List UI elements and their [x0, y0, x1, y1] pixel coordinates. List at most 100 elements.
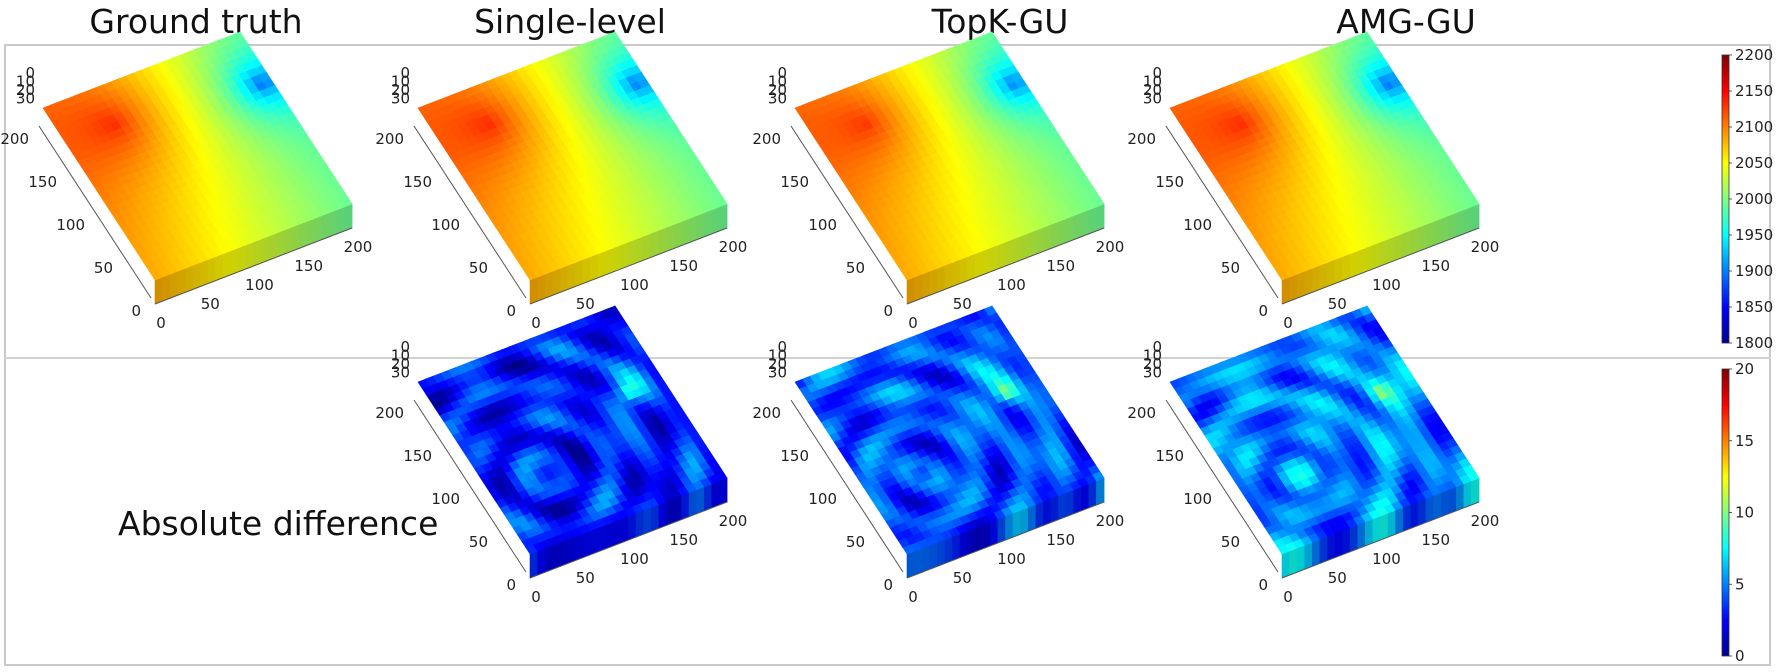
- side-cell: [688, 489, 697, 518]
- side-cell: [1425, 221, 1434, 249]
- side-cell: [328, 209, 338, 238]
- side-cell: [192, 262, 201, 290]
- side-cell: [929, 267, 938, 296]
- side-cell: [1058, 218, 1067, 246]
- side-cell: [590, 253, 599, 282]
- side-cell: [1043, 224, 1052, 252]
- side-cell: [1410, 226, 1419, 255]
- y-tick-label: 150: [1155, 173, 1184, 191]
- side-cell: [1357, 521, 1366, 550]
- side-cell: [560, 264, 569, 293]
- side-cell: [673, 221, 682, 249]
- figure-frame: [4, 44, 1771, 666]
- side-cell: [982, 521, 991, 550]
- side-cell: [1418, 498, 1427, 526]
- side-cell: [321, 212, 330, 241]
- side-cell: [711, 206, 720, 235]
- y-tick-label: 0: [883, 576, 893, 594]
- side-cell: [1080, 209, 1090, 238]
- side-cell: [1402, 229, 1412, 258]
- side-cell: [1289, 273, 1298, 302]
- x-tick-label: 50: [576, 569, 595, 587]
- side-cell: [906, 276, 915, 305]
- x-tick-label: 100: [997, 550, 1026, 568]
- side-cell: [1012, 509, 1021, 538]
- side-cell: [169, 270, 179, 299]
- side-cell: [1065, 489, 1074, 518]
- side-cell: [937, 264, 946, 293]
- x-tick-label: 200: [719, 238, 748, 256]
- side-cell: [1440, 489, 1449, 518]
- side-cell: [1296, 544, 1306, 573]
- side-cell: [937, 538, 946, 567]
- x-tick-label: 0: [156, 314, 166, 332]
- side-cell: [974, 250, 984, 279]
- side-cell: [1402, 503, 1412, 532]
- x-tick-label: 100: [1372, 276, 1401, 294]
- y-tick-label: 0: [1258, 302, 1268, 320]
- side-cell: [952, 533, 961, 561]
- side-cell: [1050, 221, 1059, 249]
- side-cell: [688, 215, 697, 244]
- side-cell: [914, 547, 923, 576]
- side-cell: [560, 538, 569, 567]
- side-cell: [575, 259, 584, 287]
- side-cell: [1327, 259, 1336, 287]
- y-tick-label: 100: [808, 216, 837, 234]
- z-tick-label: 30: [16, 90, 35, 108]
- side-cell: [1349, 524, 1359, 553]
- y-tick-label: 0: [506, 302, 516, 320]
- side-cell: [313, 215, 322, 244]
- side-cell: [1080, 483, 1090, 512]
- side-cell: [597, 250, 607, 279]
- side-cell: [230, 247, 239, 276]
- y-tick-label: 0: [883, 302, 893, 320]
- side-cell: [620, 241, 629, 270]
- x-tick-label: 150: [1421, 257, 1450, 275]
- side-cell: [1387, 235, 1396, 264]
- side-cell: [613, 244, 622, 273]
- x-tick-label: 200: [1096, 512, 1125, 530]
- side-cell: [650, 229, 660, 258]
- side-cell: [1312, 538, 1321, 567]
- x-tick-label: 200: [1096, 238, 1125, 256]
- side-cell: [681, 218, 690, 246]
- x-tick-label: 150: [1046, 531, 1075, 549]
- x-tick-label: 100: [245, 276, 274, 294]
- z-tick-label: 30: [1143, 90, 1162, 108]
- z-tick-label: 30: [768, 90, 787, 108]
- x-tick-label: 150: [1046, 257, 1075, 275]
- y-tick-label: 100: [56, 216, 85, 234]
- z-tick-label: 30: [391, 90, 410, 108]
- side-cell: [990, 518, 999, 547]
- y-tick-label: 0: [131, 302, 141, 320]
- side-cell: [620, 515, 629, 544]
- y-axis-line: [38, 125, 152, 299]
- y-tick-label: 200: [1127, 130, 1156, 148]
- side-cell: [567, 262, 576, 290]
- side-cell: [544, 544, 554, 573]
- side-cell: [952, 259, 961, 287]
- x-tick-label: 0: [908, 588, 918, 606]
- side-cell: [1365, 244, 1374, 273]
- side-cell: [1005, 238, 1014, 267]
- row-label-absolute-difference: Absolute difference: [118, 504, 439, 543]
- y-tick-label: 50: [846, 259, 865, 277]
- side-cell: [1096, 477, 1105, 506]
- side-cell: [658, 500, 667, 529]
- side-cell: [1027, 229, 1037, 258]
- side-cell: [1289, 547, 1298, 576]
- x-tick-label: 0: [1283, 314, 1293, 332]
- y-tick-label: 50: [1221, 259, 1240, 277]
- side-cell: [1395, 506, 1404, 535]
- side-cell: [185, 264, 194, 293]
- side-cell: [1296, 270, 1306, 299]
- y-tick-label: 200: [752, 130, 781, 148]
- side-cell: [1043, 498, 1052, 526]
- x-tick-label: 50: [1328, 295, 1347, 313]
- side-cell: [696, 212, 705, 241]
